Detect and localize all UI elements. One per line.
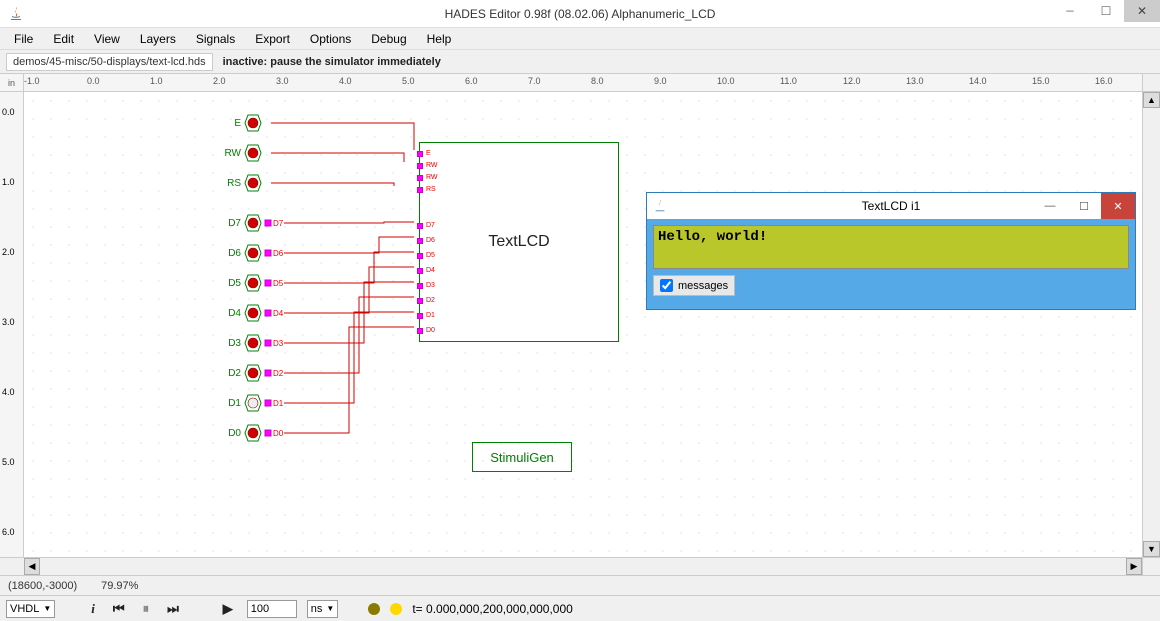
coords-display: (18600,-3000) xyxy=(8,580,77,592)
fast-forward-button[interactable]: ⏭ xyxy=(163,601,183,617)
status-light-2 xyxy=(390,603,402,615)
textlcd-label: TextLCD xyxy=(488,233,549,251)
window-title: HADES Editor 0.98f (08.02.06) Alphanumer… xyxy=(445,7,716,21)
statusbar: (18600,-3000) 79.97% xyxy=(0,575,1160,595)
input-pin-d6[interactable]: D6D6 xyxy=(219,244,283,262)
menu-view[interactable]: View xyxy=(86,30,128,48)
input-pin-rs[interactable]: RS xyxy=(219,174,262,192)
step-unit-select[interactable]: ns▼ xyxy=(307,600,339,618)
menu-file[interactable]: File xyxy=(6,30,41,48)
java-icon xyxy=(8,6,24,22)
messages-label: messages xyxy=(678,280,728,292)
menu-help[interactable]: Help xyxy=(419,30,460,48)
popup-title: TextLCD i1 xyxy=(862,199,921,213)
status-message: inactive: pause the simulator immediatel… xyxy=(223,56,441,68)
stimuligen-component[interactable]: StimuliGen xyxy=(472,442,572,472)
bottom-toolbar: VHDL▼ i ⏮ ⏸ ⏭ ▶ ns▼ t= 0.000,000,200,000… xyxy=(0,595,1160,621)
file-path[interactable]: demos/45-misc/50-displays/text-lcd.hds xyxy=(6,53,213,71)
menu-export[interactable]: Export xyxy=(247,30,298,48)
canvas[interactable]: E RW RS D7D7 D6D6 D5D5 D4D4 D3D3 D2D2 D1D1 D0D0 Te… xyxy=(24,92,1142,557)
step-value-input[interactable] xyxy=(247,600,297,618)
minimize-button[interactable]: — xyxy=(1052,0,1088,22)
input-pin-d2[interactable]: D2D2 xyxy=(219,364,283,382)
zoom-display: 79.97% xyxy=(101,580,138,592)
ruler-horizontal: in -1.00.01.02.03.04.05.06.07.08.09.010.… xyxy=(0,74,1160,92)
popup-minimize-button[interactable]: — xyxy=(1033,193,1067,219)
menu-edit[interactable]: Edit xyxy=(45,30,82,48)
input-pin-d0[interactable]: D0D0 xyxy=(219,424,283,442)
rewind-button[interactable]: ⏮ xyxy=(109,601,129,617)
maximize-button[interactable]: ☐ xyxy=(1088,0,1124,22)
time-display: t= 0.000,000,200,000,000,000 xyxy=(412,602,572,616)
input-pin-e[interactable]: E xyxy=(219,114,262,132)
menu-debug[interactable]: Debug xyxy=(363,30,414,48)
popup-close-button[interactable]: ✕ xyxy=(1101,193,1135,219)
textlcd-component[interactable]: TextLCD ERWRWRSD7D6D5D4D3D2D1D0 xyxy=(419,142,619,342)
input-pin-d3[interactable]: D3D3 xyxy=(219,334,283,352)
messages-checkbox[interactable] xyxy=(660,279,673,292)
scrollbar-horizontal[interactable]: ◀ ▶ xyxy=(24,557,1142,575)
play-button[interactable]: ▶ xyxy=(219,601,237,617)
pause-button[interactable]: ⏸ xyxy=(139,601,154,617)
menu-options[interactable]: Options xyxy=(302,30,359,48)
menubar: FileEditViewLayersSignalsExportOptionsDe… xyxy=(0,28,1160,50)
info-button[interactable]: i xyxy=(87,601,99,617)
input-pin-rw[interactable]: RW xyxy=(219,144,262,162)
scrollbar-vertical[interactable]: ▲ ▼ xyxy=(1142,92,1160,557)
main-titlebar: HADES Editor 0.98f (08.02.06) Alphanumer… xyxy=(0,0,1160,28)
language-select[interactable]: VHDL▼ xyxy=(6,600,55,618)
input-pin-d5[interactable]: D5D5 xyxy=(219,274,283,292)
input-pin-d7[interactable]: D7D7 xyxy=(219,214,283,232)
ruler-vertical: 0.01.02.03.04.05.06.0 xyxy=(0,92,24,557)
java-icon xyxy=(653,199,667,213)
textlcd-popup[interactable]: TextLCD i1 — ☐ ✕ Hello, world! messages xyxy=(646,192,1136,310)
pathbar: demos/45-misc/50-displays/text-lcd.hds i… xyxy=(0,50,1160,74)
popup-maximize-button[interactable]: ☐ xyxy=(1067,193,1101,219)
input-pin-d4[interactable]: D4D4 xyxy=(219,304,283,322)
popup-titlebar[interactable]: TextLCD i1 — ☐ ✕ xyxy=(647,193,1135,219)
menu-signals[interactable]: Signals xyxy=(188,30,243,48)
menu-layers[interactable]: Layers xyxy=(132,30,184,48)
lcd-display: Hello, world! xyxy=(653,225,1129,269)
close-button[interactable]: ✕ xyxy=(1124,0,1160,22)
messages-checkbox-row[interactable]: messages xyxy=(653,275,735,296)
status-light-1 xyxy=(368,603,380,615)
input-pin-d1[interactable]: D1D1 xyxy=(219,394,283,412)
